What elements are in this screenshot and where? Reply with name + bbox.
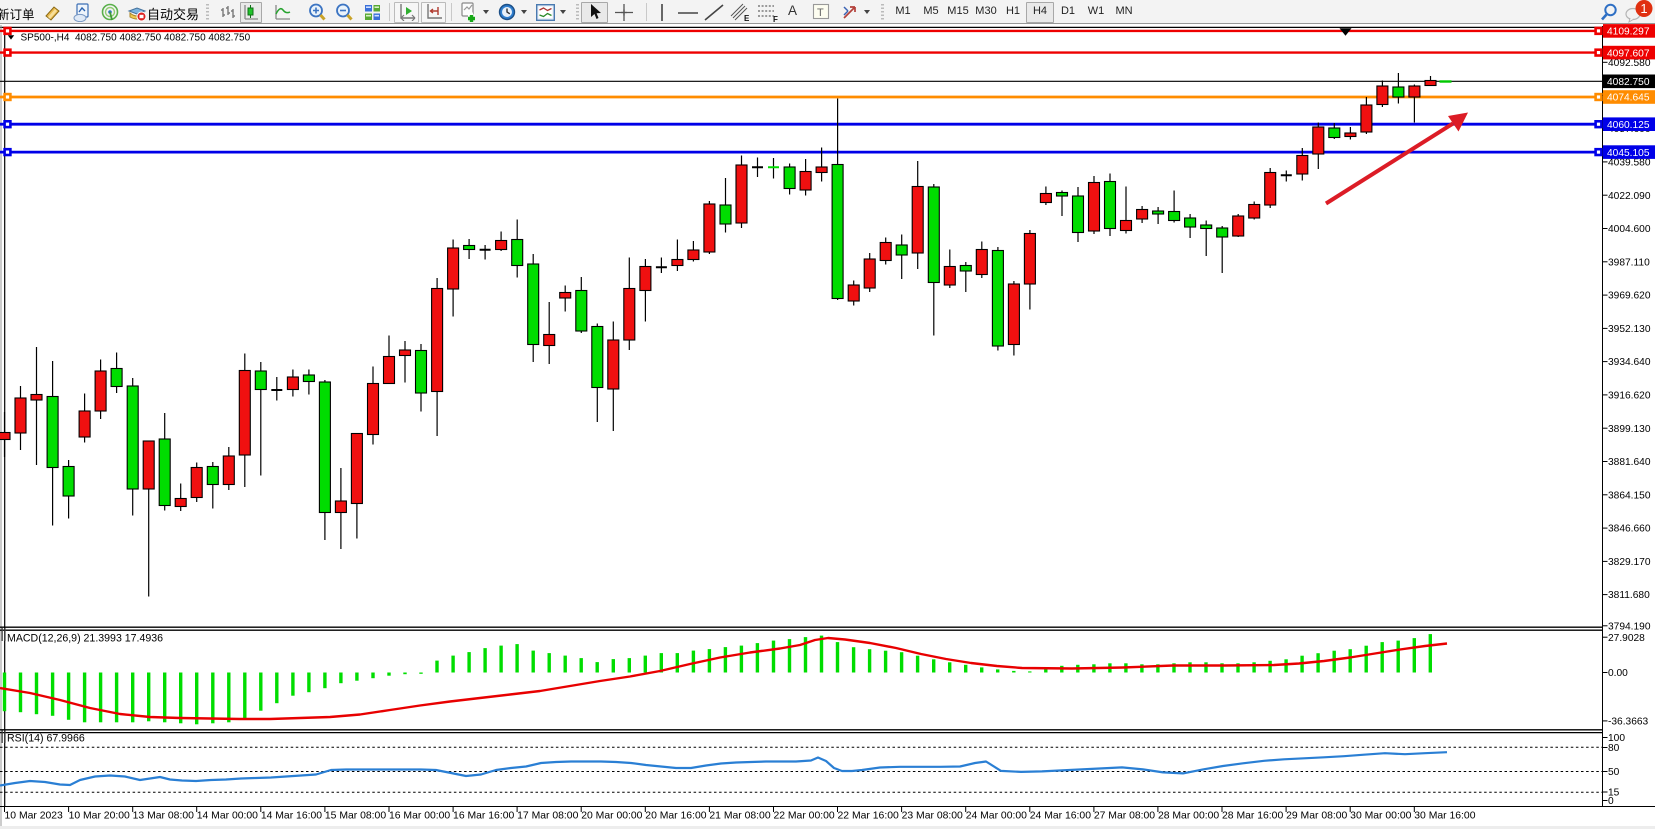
svg-text:22 Mar 00:00: 22 Mar 00:00 <box>773 811 834 822</box>
svg-text:28 Mar 00:00: 28 Mar 00:00 <box>1158 811 1219 822</box>
svg-text:10 Mar 2023: 10 Mar 2023 <box>5 811 64 822</box>
svg-text:3899.130: 3899.130 <box>1608 424 1651 435</box>
svg-text:4074.645: 4074.645 <box>1607 93 1650 104</box>
svg-text:15 Mar 08:00: 15 Mar 08:00 <box>325 811 386 822</box>
svg-text:24 Mar 00:00: 24 Mar 00:00 <box>966 811 1027 822</box>
svg-text:16 Mar 00:00: 16 Mar 00:00 <box>389 811 450 822</box>
svg-text:-36.3663: -36.3663 <box>1608 717 1649 728</box>
svg-text:10 Mar 20:00: 10 Mar 20:00 <box>69 811 130 822</box>
svg-text:0.00: 0.00 <box>1608 668 1628 679</box>
svg-text:21 Mar 08:00: 21 Mar 08:00 <box>709 811 770 822</box>
svg-text:SP500-,H4 4082.750 4082.750 4: SP500-,H4 4082.750 4082.750 4082.750 408… <box>21 33 251 44</box>
svg-text:50: 50 <box>1608 767 1620 778</box>
svg-text:4039.580: 4039.580 <box>1608 158 1651 169</box>
svg-text:80: 80 <box>1608 743 1620 754</box>
svg-text:23 Mar 08:00: 23 Mar 08:00 <box>902 811 963 822</box>
svg-text:4082.750: 4082.750 <box>1607 77 1650 88</box>
svg-text:4045.105: 4045.105 <box>1607 148 1650 159</box>
svg-text:27 Mar 08:00: 27 Mar 08:00 <box>1094 811 1155 822</box>
svg-text:100: 100 <box>1608 733 1625 744</box>
svg-text:4109.297: 4109.297 <box>1607 27 1650 38</box>
svg-text:RSI(14) 67.9966: RSI(14) 67.9966 <box>7 733 85 745</box>
svg-text:14 Mar 16:00: 14 Mar 16:00 <box>261 811 322 822</box>
svg-text:20 Mar 00:00: 20 Mar 00:00 <box>581 811 642 822</box>
svg-text:20 Mar 16:00: 20 Mar 16:00 <box>645 811 706 822</box>
svg-text:3987.110: 3987.110 <box>1608 257 1650 268</box>
svg-text:24 Mar 16:00: 24 Mar 16:00 <box>1030 811 1091 822</box>
svg-text:4060.125: 4060.125 <box>1607 120 1650 131</box>
svg-text:3846.660: 3846.660 <box>1608 524 1651 535</box>
svg-text:3952.130: 3952.130 <box>1608 324 1651 335</box>
svg-text:4097.607: 4097.607 <box>1607 48 1650 59</box>
svg-text:4092.580: 4092.580 <box>1608 58 1651 69</box>
svg-text:22 Mar 16:00: 22 Mar 16:00 <box>838 811 899 822</box>
svg-text:4022.090: 4022.090 <box>1608 191 1651 202</box>
svg-text:3934.640: 3934.640 <box>1608 357 1651 368</box>
svg-text:3794.190: 3794.190 <box>1608 621 1651 632</box>
svg-text:29 Mar 08:00: 29 Mar 08:00 <box>1286 811 1347 822</box>
svg-text:16 Mar 16:00: 16 Mar 16:00 <box>453 811 514 822</box>
svg-text:14 Mar 00:00: 14 Mar 00:00 <box>197 811 258 822</box>
svg-text:3916.620: 3916.620 <box>1608 391 1651 402</box>
svg-text:3829.170: 3829.170 <box>1608 557 1651 568</box>
svg-text:4004.600: 4004.600 <box>1608 224 1651 235</box>
svg-text:3811.680: 3811.680 <box>1608 590 1650 601</box>
svg-text:T: T <box>817 7 824 19</box>
svg-text:MACD(12,26,9) 21.3993 17.4936: MACD(12,26,9) 21.3993 17.4936 <box>7 633 163 645</box>
svg-text:15: 15 <box>1608 788 1620 799</box>
svg-text:E: E <box>744 14 750 23</box>
svg-text:28 Mar 16:00: 28 Mar 16:00 <box>1222 811 1283 822</box>
svg-text:30 Mar 00:00: 30 Mar 00:00 <box>1350 811 1411 822</box>
svg-text:30 Mar 16:00: 30 Mar 16:00 <box>1414 811 1475 822</box>
svg-text:1: 1 <box>1640 1 1647 16</box>
svg-text:F: F <box>773 15 778 23</box>
svg-text:3864.150: 3864.150 <box>1608 490 1651 501</box>
svg-text:13 Mar 08:00: 13 Mar 08:00 <box>133 811 194 822</box>
svg-text:3969.620: 3969.620 <box>1608 291 1651 302</box>
svg-text:0: 0 <box>1608 796 1614 807</box>
svg-text:17 Mar 08:00: 17 Mar 08:00 <box>517 811 578 822</box>
svg-text:27.9028: 27.9028 <box>1608 633 1645 644</box>
svg-text:3881.640: 3881.640 <box>1608 457 1651 468</box>
